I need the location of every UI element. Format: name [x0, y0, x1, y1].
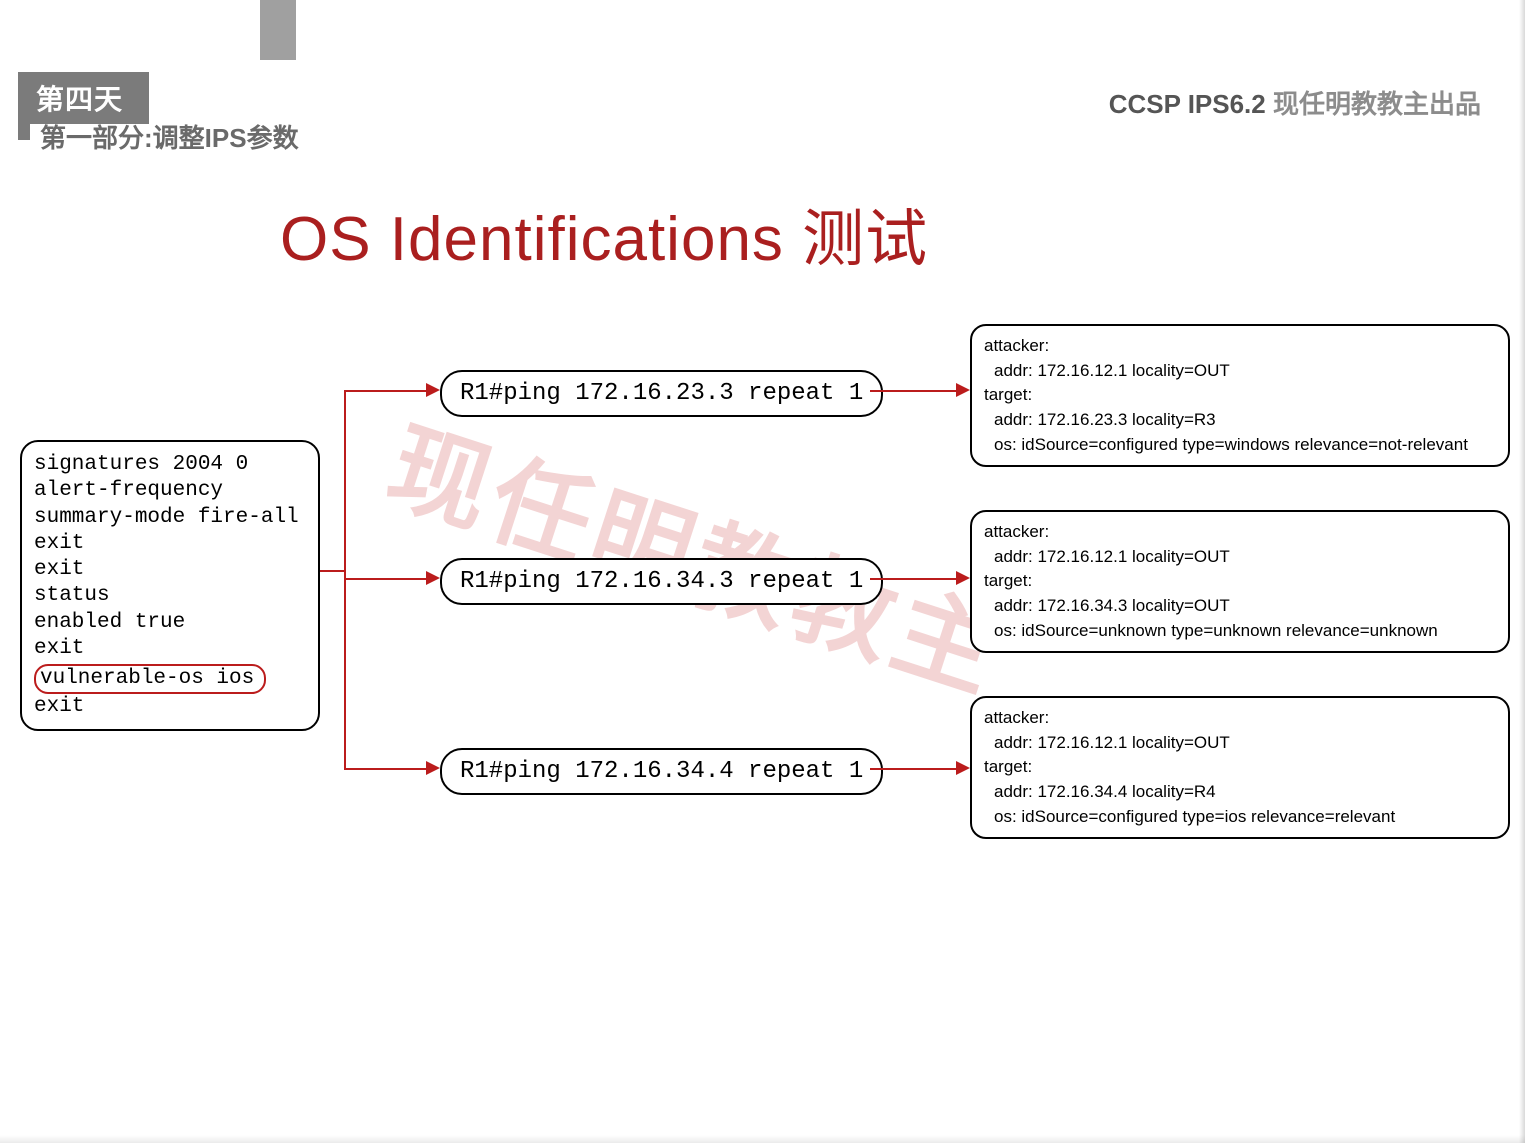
product-name: CCSP IPS6.2: [1109, 89, 1266, 119]
result-line: addr: 172.16.34.4 locality=R4: [984, 780, 1496, 805]
result-line: os: idSource=unknown type=unknown releva…: [984, 619, 1496, 644]
cfg-line: enabled true: [34, 610, 304, 636]
config-box: signatures 2004 0 alert-frequency summar…: [20, 440, 320, 731]
cfg-line: signatures 2004 0: [34, 452, 304, 478]
result-line: target:: [984, 755, 1496, 780]
result-line: attacker:: [984, 706, 1496, 731]
left-bar: [18, 114, 30, 140]
result-line: os: idSource=configured type=ios relevan…: [984, 805, 1496, 830]
result-line: attacker:: [984, 520, 1496, 545]
top-strip: [0, 0, 1525, 60]
result-line: addr: 172.16.34.3 locality=OUT: [984, 594, 1496, 619]
connector: [344, 578, 428, 580]
result-line: target:: [984, 383, 1496, 408]
connector: [320, 570, 346, 572]
ping-box-2: R1#ping 172.16.34.3 repeat 1: [440, 558, 883, 605]
cfg-line: exit: [34, 557, 304, 583]
bottom-edge-shadow: [0, 1135, 1525, 1143]
top-tab: [260, 0, 296, 60]
ping-box-3: R1#ping 172.16.34.4 repeat 1: [440, 748, 883, 795]
ping-box-1: R1#ping 172.16.23.3 repeat 1: [440, 370, 883, 417]
result-box-1: attacker: addr: 172.16.12.1 locality=OUT…: [970, 324, 1510, 467]
header-right: CCSP IPS6.2 现任明教教主出品: [1109, 84, 1481, 121]
day-badge: 第四天: [18, 72, 149, 124]
connector: [344, 390, 346, 770]
result-line: addr: 172.16.12.1 locality=OUT: [984, 545, 1496, 570]
cfg-line: status: [34, 583, 304, 609]
main-title: OS Identifications 测试: [280, 188, 928, 278]
result-line: addr: 172.16.23.3 locality=R3: [984, 408, 1496, 433]
cfg-line: exit: [34, 636, 304, 662]
section-subtitle: 第一部分:调整IPS参数: [40, 118, 299, 155]
arrow-icon: [426, 571, 440, 585]
connector: [870, 578, 958, 580]
arrow-icon: [426, 383, 440, 397]
right-edge-shadow: [1519, 0, 1525, 1143]
cfg-line: summary-mode fire-all: [34, 505, 304, 531]
result-line: attacker:: [984, 334, 1496, 359]
connector: [870, 390, 958, 392]
diagram: 现任明教教主 signatures 2004 0 alert-frequency…: [0, 310, 1525, 1010]
arrow-icon: [956, 761, 970, 775]
cfg-highlight: vulnerable-os ios: [34, 664, 266, 694]
result-box-2: attacker: addr: 172.16.12.1 locality=OUT…: [970, 510, 1510, 653]
result-box-3: attacker: addr: 172.16.12.1 locality=OUT…: [970, 696, 1510, 839]
cfg-line: exit: [34, 694, 304, 720]
arrow-icon: [956, 571, 970, 585]
arrow-icon: [426, 761, 440, 775]
result-line: target:: [984, 569, 1496, 594]
connector: [870, 768, 958, 770]
result-line: os: idSource=configured type=windows rel…: [984, 433, 1496, 458]
author-text: 现任明教教主出品: [1273, 89, 1481, 119]
slide: 第四天 第一部分:调整IPS参数 CCSP IPS6.2 现任明教教主出品 OS…: [0, 0, 1525, 1143]
connector: [344, 768, 428, 770]
result-line: addr: 172.16.12.1 locality=OUT: [984, 731, 1496, 756]
cfg-line: exit: [34, 531, 304, 557]
result-line: addr: 172.16.12.1 locality=OUT: [984, 359, 1496, 384]
connector: [344, 390, 428, 392]
cfg-line: alert-frequency: [34, 478, 304, 504]
watermark: 现任明教教主: [373, 385, 1023, 719]
arrow-icon: [956, 383, 970, 397]
